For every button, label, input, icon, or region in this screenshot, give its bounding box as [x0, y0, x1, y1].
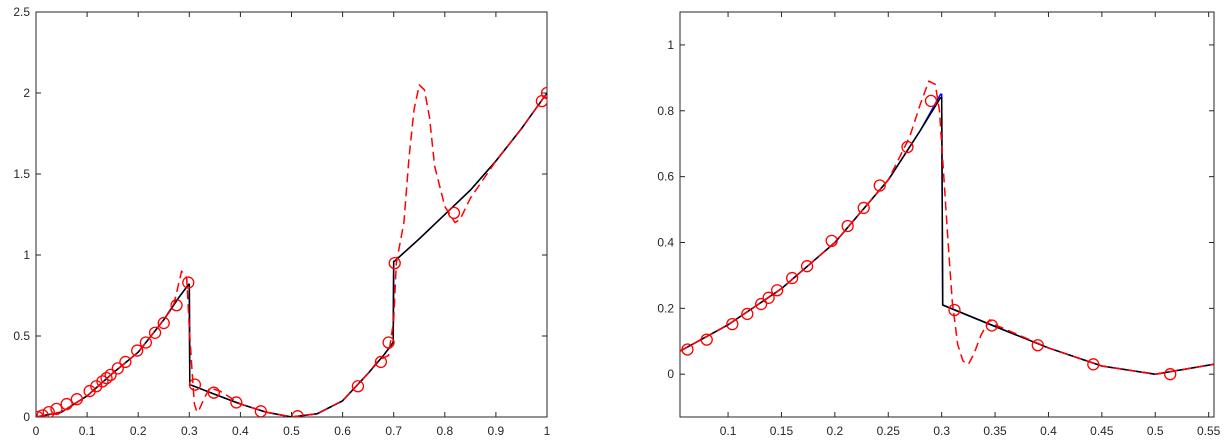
x-tick-label: 1 — [544, 424, 551, 438]
data-point-marker — [104, 368, 117, 382]
x-tick-label: 0.15 — [770, 424, 794, 438]
x-tick-label: 0.1 — [720, 424, 737, 438]
y-tick-label: 0.2 — [657, 301, 674, 315]
data-point-marker — [1031, 339, 1044, 352]
x-tick-label: 0.35 — [983, 424, 1007, 438]
y-tick-label: 0.6 — [657, 170, 674, 184]
data-point-marker — [182, 276, 195, 289]
data-point-marker — [111, 362, 124, 375]
data-point-marker — [188, 378, 202, 391]
x-tick-label: 0.3 — [933, 424, 950, 438]
x-tick-label: 0.6 — [334, 424, 351, 438]
data-point-marker — [42, 405, 55, 417]
x-tick-label: 0.2 — [827, 424, 844, 438]
x-tick-label: 0.9 — [488, 424, 505, 438]
y-tick-label: 0 — [23, 410, 30, 424]
data-point-marker — [382, 336, 395, 349]
y-tick-label: 1 — [667, 38, 674, 52]
x-tick-label: 0.1 — [79, 424, 96, 438]
data-point-marker — [800, 260, 814, 273]
data-point-marker — [374, 355, 388, 369]
y-tick-label: 1 — [23, 248, 30, 262]
data-point-marker — [873, 179, 886, 192]
axes-box — [35, 11, 548, 418]
x-tick-label: 0 — [33, 424, 40, 438]
data-point-marker — [131, 344, 144, 357]
data-point-marker — [230, 396, 243, 409]
x-tick-label: 0.55 — [1197, 424, 1221, 438]
x-tick-label: 0.8 — [436, 424, 453, 438]
x-tick-label: 0.4 — [1040, 424, 1057, 438]
x-tick-label: 0.5 — [283, 424, 300, 438]
data-point-marker — [36, 410, 44, 417]
data-point-marker — [741, 307, 754, 321]
y-tick-label: 1.5 — [13, 167, 30, 181]
data-point-marker — [119, 355, 132, 369]
data-area — [36, 84, 547, 417]
x-tick-label: 0.5 — [1147, 424, 1164, 438]
data-point-marker — [96, 375, 109, 388]
data-point-marker — [170, 299, 183, 312]
y-tick-label: 2 — [23, 86, 30, 100]
data-point-marker — [841, 219, 854, 233]
data-point-marker — [207, 386, 220, 399]
axes-box — [679, 11, 1215, 418]
data-point-marker — [1087, 358, 1100, 371]
data-point-marker — [771, 284, 784, 297]
data-point-marker — [985, 319, 999, 332]
data-point-marker — [700, 333, 713, 346]
data-point-marker — [50, 402, 63, 416]
y-tick-label: 0.5 — [13, 329, 30, 343]
x-tick-label: 0.45 — [1090, 424, 1114, 438]
y-tick-label: 0.4 — [657, 235, 674, 249]
data-point-marker — [291, 410, 304, 417]
data-area — [680, 80, 1214, 381]
data-point-marker — [726, 317, 739, 331]
left-plot: 0 0.1 0.2 0.3 0.4 0.5 0.6 0.7 0.8 0.9 1 0 0.5 1 1.5 2 2.… — [13, 5, 551, 438]
data-point-marker — [36, 409, 49, 417]
data-point-marker — [70, 393, 84, 406]
x-tick-label: 0.2 — [130, 424, 147, 438]
data-point-marker — [139, 336, 153, 349]
data-point-marker — [388, 256, 401, 270]
y-tick-label: 2.5 — [13, 5, 30, 19]
data-point-marker — [1164, 368, 1177, 381]
x-tick-label: 0.3 — [181, 424, 198, 438]
data-point-marker — [681, 343, 694, 356]
series-line-red-dashed — [680, 80, 1214, 375]
data-point-marker — [924, 94, 938, 108]
data-point-marker — [785, 271, 799, 285]
data-point-marker — [148, 326, 162, 339]
data-point-marker — [100, 371, 113, 385]
data-point-marker — [157, 316, 170, 330]
data-point-marker — [540, 86, 547, 100]
series-line-black-solid — [36, 92, 547, 417]
series-line-red-dashed — [36, 84, 547, 417]
data-point-marker — [254, 405, 267, 417]
data-point-marker — [857, 201, 870, 215]
data-point-marker — [755, 297, 768, 311]
y-tick-label: 0.8 — [657, 104, 674, 118]
x-tick-label: 0.25 — [877, 424, 901, 438]
right-plot: 0.1 0.15 0.2 0.25 0.3 0.35 0.4 0.45 0.5 0.55 0 0.2 0… — [657, 11, 1221, 438]
data-point-marker — [762, 291, 775, 304]
data-point-marker — [901, 140, 914, 154]
data-point-marker — [948, 303, 961, 317]
x-tick-label: 0.7 — [385, 424, 402, 438]
x-tick-label: 0.4 — [232, 424, 249, 438]
data-point-marker — [351, 380, 365, 393]
y-tick-label: 0 — [667, 367, 674, 381]
data-point-marker — [60, 397, 73, 411]
data-point-marker — [447, 206, 461, 220]
data-point-marker — [825, 234, 838, 247]
